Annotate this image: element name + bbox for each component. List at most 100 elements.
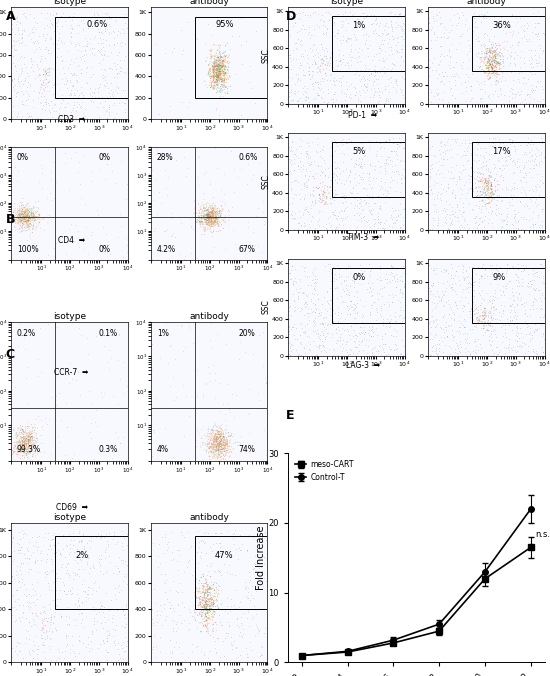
Point — [221, 449, 230, 460]
Point — [525, 44, 533, 55]
Point — [109, 27, 118, 38]
Point — [377, 304, 386, 315]
Point — [425, 63, 434, 74]
Point — [66, 89, 75, 100]
Point — [205, 454, 213, 464]
Point — [11, 79, 20, 90]
Point — [334, 9, 343, 20]
Point — [485, 334, 493, 345]
Point — [238, 631, 246, 642]
Point — [200, 589, 208, 600]
Point — [360, 151, 368, 162]
Point — [26, 435, 35, 446]
Point — [209, 61, 218, 72]
Point — [311, 169, 320, 180]
Point — [51, 144, 59, 155]
Point — [214, 445, 223, 456]
Point — [24, 431, 33, 442]
Point — [427, 262, 436, 273]
Point — [489, 67, 498, 78]
Point — [216, 436, 225, 447]
Point — [16, 441, 25, 452]
Point — [483, 62, 492, 72]
Point — [296, 75, 305, 86]
Point — [331, 308, 339, 318]
Point — [462, 149, 471, 160]
Point — [461, 164, 470, 174]
Point — [68, 15, 76, 26]
Point — [15, 616, 24, 627]
Point — [51, 396, 59, 407]
Point — [460, 292, 469, 303]
Point — [19, 209, 28, 220]
Point — [35, 446, 44, 457]
Point — [216, 566, 225, 577]
Point — [18, 441, 27, 452]
Point — [488, 59, 497, 70]
Point — [481, 264, 490, 274]
Point — [318, 341, 327, 352]
Point — [95, 556, 103, 567]
Point — [485, 36, 494, 47]
Point — [199, 587, 207, 598]
Point — [219, 48, 228, 59]
Point — [218, 75, 227, 86]
Point — [207, 213, 216, 224]
Point — [16, 211, 25, 222]
Point — [437, 137, 446, 148]
Point — [231, 585, 240, 596]
Point — [20, 438, 29, 449]
Point — [110, 32, 119, 43]
Point — [16, 568, 25, 579]
Point — [18, 425, 27, 435]
Point — [499, 287, 508, 298]
Point — [25, 427, 34, 437]
Point — [521, 188, 530, 199]
Point — [375, 41, 383, 51]
Point — [480, 68, 489, 78]
Point — [533, 303, 542, 314]
Point — [218, 214, 227, 225]
Point — [345, 165, 354, 176]
Point — [202, 599, 211, 610]
Point — [532, 57, 541, 68]
Point — [348, 270, 357, 281]
Point — [309, 316, 317, 327]
Point — [527, 11, 536, 22]
Point — [21, 443, 30, 454]
Point — [75, 593, 84, 604]
Point — [216, 439, 224, 450]
Point — [23, 421, 32, 432]
Point — [519, 53, 528, 64]
Point — [222, 50, 230, 61]
Point — [350, 299, 359, 310]
Text: 47%: 47% — [215, 551, 234, 560]
Point — [497, 15, 506, 26]
Point — [335, 268, 344, 279]
Point — [17, 215, 26, 226]
Point — [292, 143, 300, 154]
Point — [214, 75, 223, 86]
Point — [287, 310, 295, 320]
Point — [188, 610, 197, 621]
Point — [329, 317, 338, 328]
Point — [215, 566, 224, 577]
Point — [477, 175, 486, 186]
Point — [444, 76, 453, 87]
Point — [450, 314, 459, 324]
Point — [383, 277, 392, 288]
Point — [486, 318, 495, 329]
Point — [24, 212, 32, 222]
Point — [249, 532, 257, 543]
Point — [190, 203, 199, 214]
Point — [531, 182, 540, 193]
Point — [162, 189, 171, 200]
Point — [79, 575, 87, 585]
Point — [208, 431, 217, 441]
Point — [453, 347, 461, 358]
Point — [86, 44, 95, 55]
Point — [192, 208, 201, 218]
Point — [441, 212, 449, 222]
Point — [495, 58, 504, 69]
Point — [15, 70, 24, 80]
